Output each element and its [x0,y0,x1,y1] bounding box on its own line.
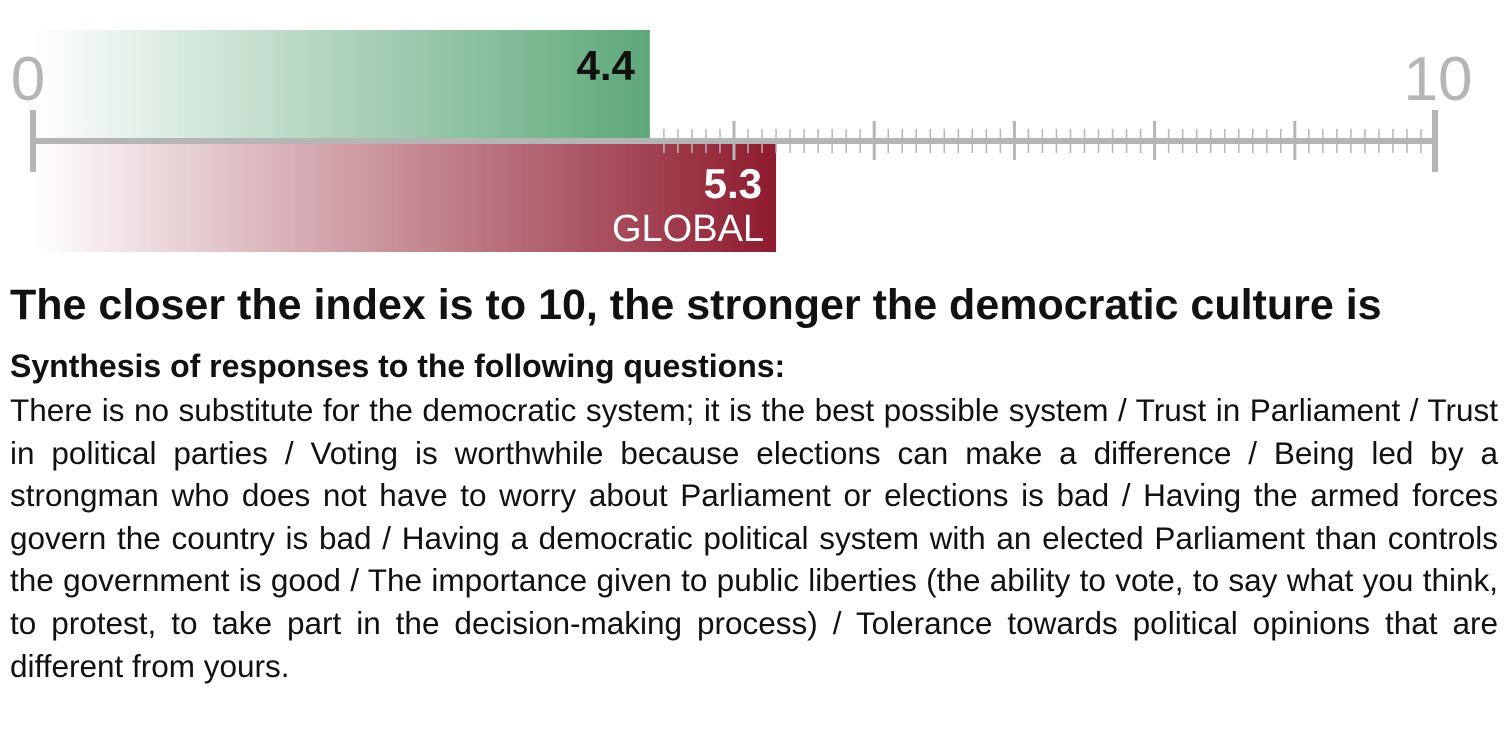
country-value-label: 4.4 [576,42,635,89]
chart-headline: The closer the index is to 10, the stron… [10,281,1382,329]
axis-max-label: 10 [1404,45,1473,114]
questions-list-text: There is no substitute for the democrati… [10,392,1498,684]
global-series-label: GLOBAL [612,208,764,250]
chart-subhead: Synthesis of responses to the following … [10,348,786,384]
bar-country-index [33,30,650,138]
bar-global-index [33,144,777,252]
axis-min-label: 0 [11,45,45,114]
global-value-label: 5.3 [704,160,762,207]
